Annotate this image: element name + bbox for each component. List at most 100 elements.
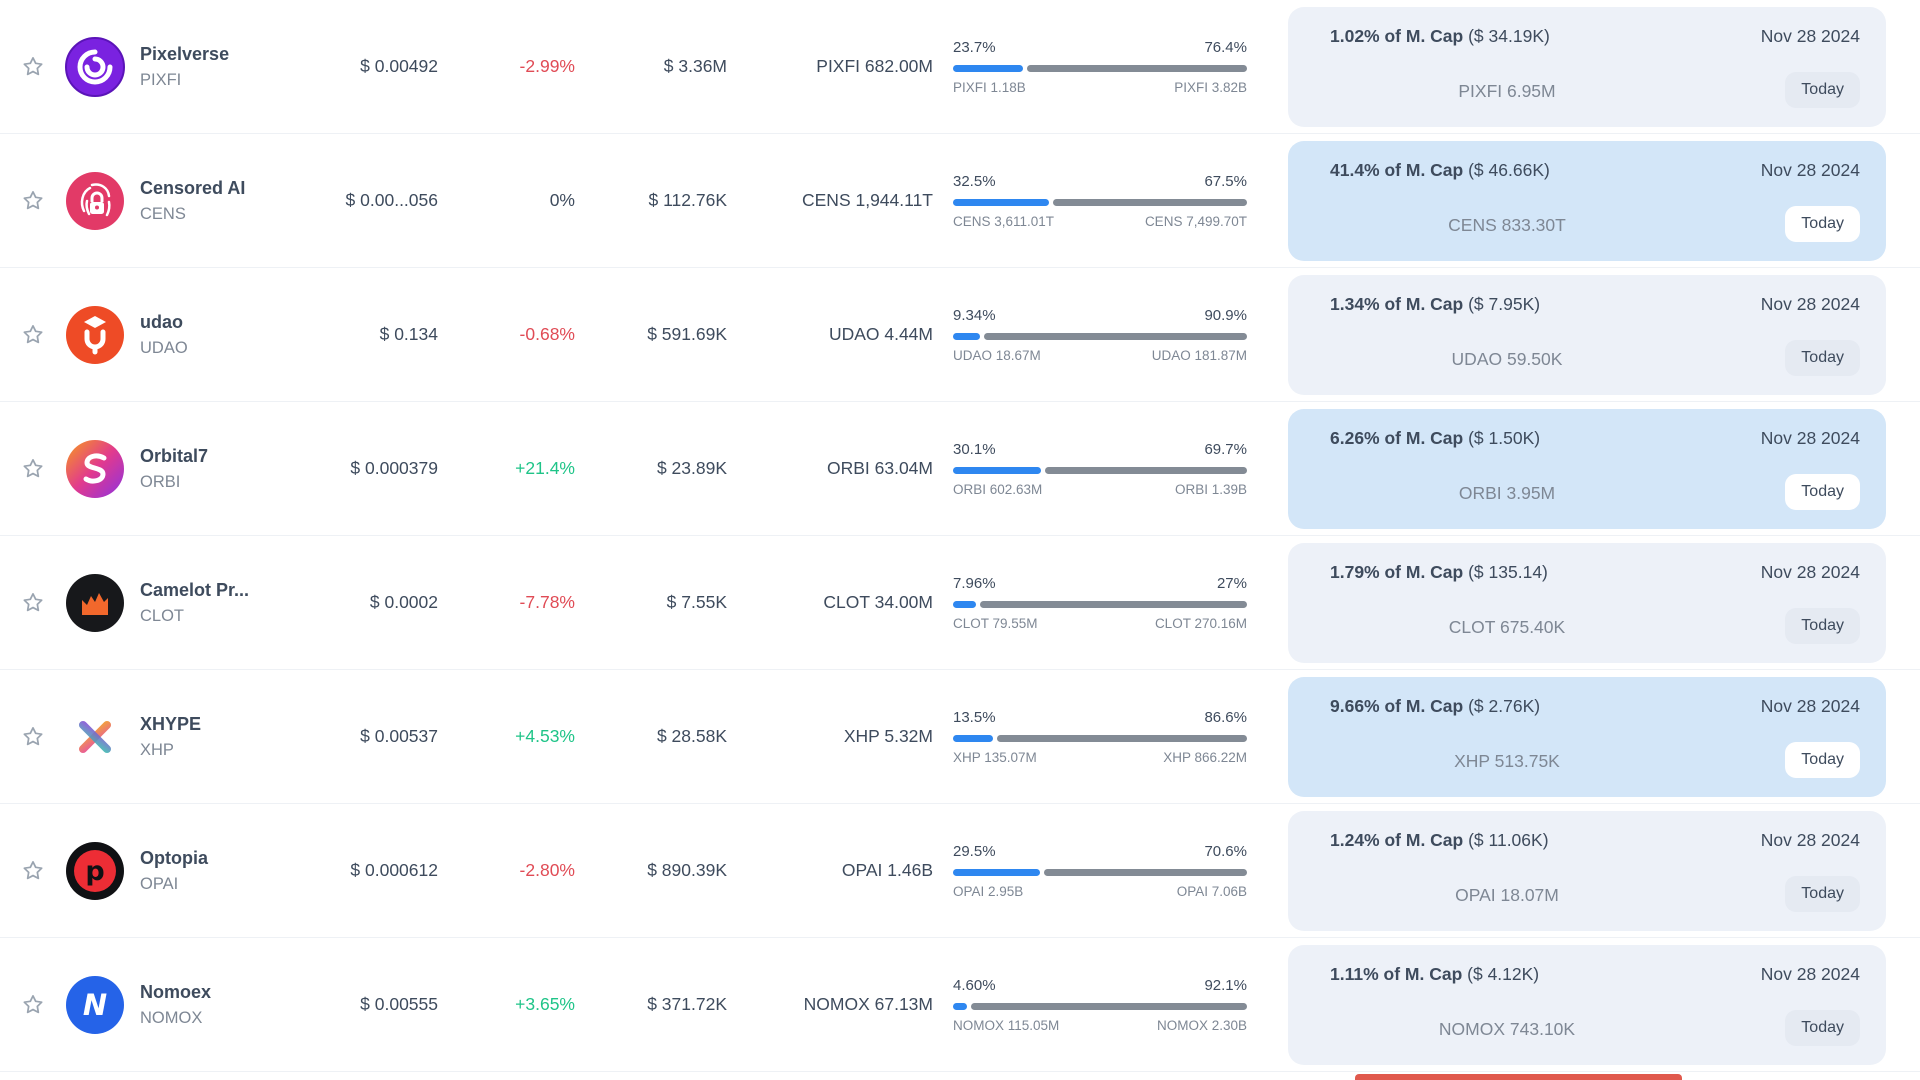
supply-bar-block: 4.60% 92.1% NOMOX 115.05M NOMOX 2.30B: [953, 977, 1247, 1033]
today-badge: Today: [1785, 1009, 1860, 1046]
orbital7-logo-icon: [65, 439, 125, 499]
favorite-cell[interactable]: [0, 322, 65, 348]
star-icon[interactable]: [20, 992, 46, 1018]
udao-logo-icon: [65, 305, 125, 365]
table-row[interactable]: Camelot Pr... CLOT $ 0.0002 -7.78% $ 7.55K CL…: [0, 536, 1920, 670]
mcap-token-amount: ORBI 3.95M: [1458, 482, 1556, 503]
today-badge: Today: [1785, 607, 1860, 644]
progress-bar: [953, 466, 1247, 474]
star-icon[interactable]: [20, 456, 46, 482]
mcap-usd: ($ 34.19K): [1468, 25, 1550, 46]
date: Nov 28 2024: [1760, 25, 1860, 46]
bar-right-label: ORBI 1.39B: [1174, 481, 1247, 497]
coin-symbol: NOMOX: [140, 1008, 203, 1027]
mcap-percent: 1.02% of M. Cap: [1330, 25, 1464, 46]
coin-symbol: ORBI: [140, 472, 181, 491]
progress-bar-fill: [953, 1002, 967, 1010]
coin-cell: Camelot Pr... CLOT: [65, 573, 300, 633]
date: Nov 28 2024: [1760, 427, 1860, 448]
favorite-cell[interactable]: [0, 858, 65, 884]
date: Nov 28 2024: [1760, 829, 1860, 850]
price: $ 0.00555: [360, 994, 438, 1014]
star-icon[interactable]: [20, 590, 46, 616]
change-percent: +21.4%: [515, 458, 575, 478]
token-amount: CLOT 34.00M: [823, 592, 933, 612]
table-row[interactable]: N Nomoex NOMOX $ 0.00555 +3.65% $ 371.72K NOMO…: [0, 938, 1920, 1072]
change-percent: +3.65%: [515, 994, 575, 1014]
token-amount: OPAI 1.46B: [841, 860, 933, 880]
token-amount: NOMOX 67.13M: [803, 994, 933, 1014]
change-percent: -2.80%: [519, 860, 575, 880]
bar-right-percent: 92.1%: [1204, 976, 1247, 994]
progress-bar: [953, 332, 1247, 340]
price: $ 0.0002: [369, 592, 438, 612]
bar-left-label: OPAI 2.95B: [953, 883, 1024, 899]
bar-left-label: CENS 3,611.01T: [953, 213, 1055, 229]
progress-bar-fill: [953, 734, 993, 742]
coin-name: Orbital7: [140, 445, 209, 466]
optopia-logo-icon: p: [65, 841, 125, 901]
mcap-cell: 1.11% of M. Cap ($ 4.12K) NOMOX 743.10K No…: [1288, 944, 1886, 1065]
token-amount: CENS 1,944.11T: [802, 190, 933, 210]
star-icon[interactable]: [20, 724, 46, 750]
star-icon[interactable]: [20, 188, 46, 214]
table-row[interactable]: Orbital7 ORBI $ 0.000379 +21.4% $ 23.89K ORBI…: [0, 402, 1920, 536]
bar-right-percent: 69.7%: [1204, 440, 1247, 458]
supply-bar-block: 29.5% 70.6% OPAI 2.95B OPAI 7.06B: [953, 843, 1247, 899]
table-row[interactable]: p Optopia OPAI $ 0.000612 -2.80% $ 890.39K OPA…: [0, 804, 1920, 938]
coin-cell: Pixelverse PIXFI: [65, 36, 300, 97]
star-icon[interactable]: [20, 54, 46, 80]
progress-bar: [953, 600, 1247, 608]
price: $ 0.00...056: [345, 190, 438, 210]
favorite-cell[interactable]: [0, 724, 65, 750]
coin-symbol: OPAI: [140, 874, 179, 893]
date: Nov 28 2024: [1760, 159, 1860, 180]
bar-right-label: XHP 866.22M: [1163, 749, 1247, 765]
coin-cell: XHYPE XHP: [65, 707, 300, 767]
censored-logo-icon: [65, 171, 125, 231]
table-row[interactable]: XHYPE XHP $ 0.00537 +4.53% $ 28.58K XHP 5.32M…: [0, 670, 1920, 804]
svg-text:p: p: [85, 856, 104, 887]
volume: $ 28.58K: [656, 726, 727, 746]
favorite-cell[interactable]: [0, 992, 65, 1018]
bar-left-label: CLOT 79.55M: [953, 615, 1038, 631]
favorite-cell[interactable]: [0, 54, 65, 80]
progress-bar-rest: [984, 332, 1247, 340]
price: $ 0.000379: [350, 458, 438, 478]
coin-symbol: CLOT: [140, 606, 185, 625]
supply-bar-block: 32.5% 67.5% CENS 3,611.01T CENS 7,499.70T: [953, 173, 1247, 229]
mcap-cell: 9.66% of M. Cap ($ 2.76K) XHP 513.75K Nov …: [1288, 676, 1886, 797]
volume: $ 371.72K: [647, 994, 727, 1014]
star-icon[interactable]: [20, 858, 46, 884]
today-badge: Today: [1785, 71, 1860, 108]
mcap-token-amount: XHP 513.75K: [1454, 750, 1560, 771]
mcap-cell: 1.79% of M. Cap ($ 135.14) CLOT 675.40K No…: [1288, 542, 1886, 663]
table-row[interactable]: Censored AI CENS $ 0.00...056 0% $ 112.76K CE…: [0, 134, 1920, 268]
bar-left-percent: 29.5%: [953, 842, 996, 860]
coin-symbol: UDAO: [140, 338, 188, 357]
change-percent: +4.53%: [515, 726, 575, 746]
star-icon[interactable]: [20, 322, 46, 348]
bar-right-percent: 70.6%: [1204, 842, 1247, 860]
date: Nov 28 2024: [1760, 293, 1860, 314]
favorite-cell[interactable]: [0, 188, 65, 214]
bar-left-percent: 32.5%: [953, 172, 996, 190]
favorite-cell[interactable]: [0, 456, 65, 482]
price: $ 0.00537: [360, 726, 438, 746]
mcap-usd: ($ 1.50K): [1468, 427, 1541, 448]
price: $ 0.000612: [350, 860, 438, 880]
date: Nov 28 2024: [1760, 695, 1860, 716]
favorite-cell[interactable]: [0, 590, 65, 616]
coin-name: Camelot Pr...: [140, 579, 250, 600]
coin-cell: Orbital7 ORBI: [65, 439, 300, 499]
token-amount: UDAO 4.44M: [828, 324, 933, 344]
mcap-token-amount: OPAI 18.07M: [1455, 884, 1559, 905]
token-amount: ORBI 63.04M: [826, 458, 933, 478]
table-row[interactable]: Pixelverse PIXFI $ 0.00492 -2.99% $ 3.36M PIX…: [0, 0, 1920, 134]
volume: $ 3.36M: [663, 56, 727, 76]
camelot-logo-icon: [65, 573, 125, 633]
coin-name: Optopia: [140, 847, 208, 868]
table-row[interactable]: udao UDAO $ 0.134 -0.68% $ 591.69K UDAO 4.44M…: [0, 268, 1920, 402]
bar-right-label: CENS 7,499.70T: [1144, 213, 1247, 229]
mcap-percent: 1.79% of M. Cap: [1330, 561, 1464, 582]
